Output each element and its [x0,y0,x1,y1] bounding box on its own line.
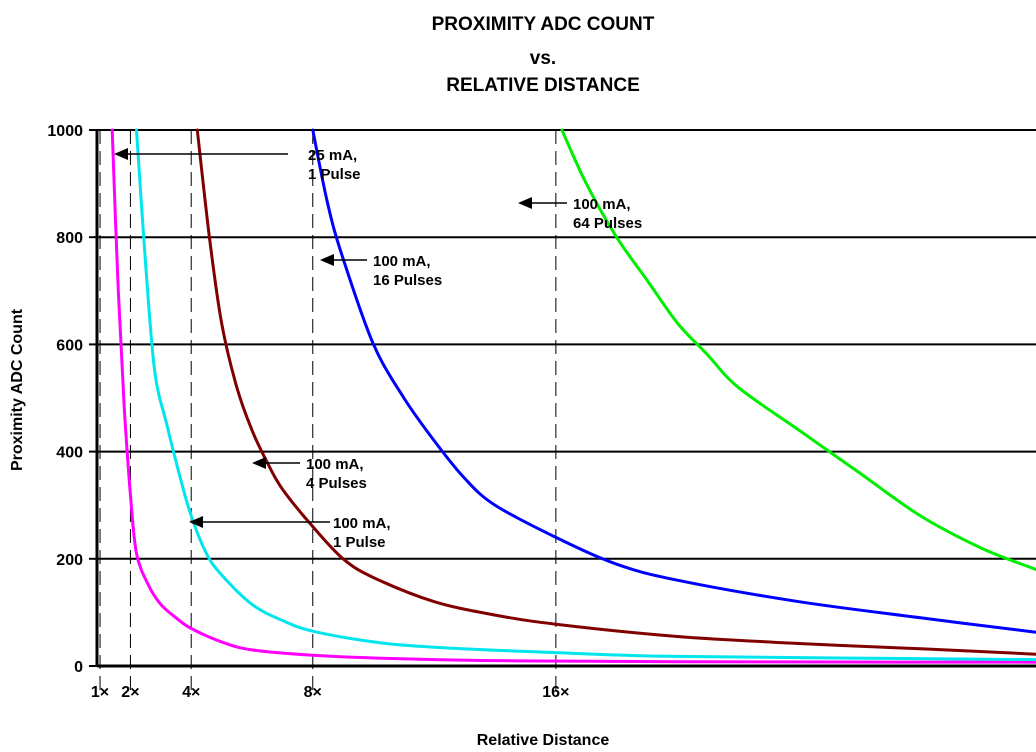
annotation-100-ma-64-pulses: 100 mA, 64 Pulses [518,196,642,232]
y-tick-label-1000: 1000 [47,123,83,140]
annotation-label: 16 Pulses [373,272,442,289]
series-line-25-ma-1-pulse [110,128,1036,664]
annotation-label: 25 mA, [308,147,357,164]
grid [97,129,1036,690]
chart-title-line-3: RELATIVE DISTANCE [446,75,640,96]
series-line-100-ma-16-pulses [311,128,1036,634]
x-tick-label-2: 2× [121,684,139,701]
annotation-label: 100 mA, [306,456,364,473]
y-tick-label-600: 600 [56,337,83,354]
annotation-label: 4 Pulses [306,475,367,492]
series-line-100-ma-1-pulse [135,128,1036,662]
chart-title-line-2: vs. [530,48,556,69]
axes: 0 200 400 600 800 1000 1× 2× 4× 8× 16× [47,123,1036,701]
annotation-label: 100 mA, [333,515,391,532]
annotation-label: 100 mA, [373,253,431,270]
y-tick-label-0: 0 [74,659,83,676]
x-tick-label-16: 16× [542,684,569,701]
x-tick-label-8: 8× [304,684,322,701]
arrow-left-icon [252,457,266,469]
x-axis-title: Relative Distance [477,732,610,749]
series-line-100-ma-64-pulses [560,128,1036,571]
y-tick-label-400: 400 [56,445,83,462]
x-tick-label-1: 1× [91,684,109,701]
annotation-100-ma-16-pulses: 100 mA, 16 Pulses [320,253,442,289]
series-line-100-ma-4-pulses [195,128,1036,656]
x-tick-label-4: 4× [182,684,200,701]
y-tick-label-800: 800 [56,230,83,247]
annotation-25-ma-1-pulse: 25 mA, 1 Pulse [114,147,361,183]
y-axis-title: Proximity ADC Count [9,308,26,471]
arrow-left-icon [189,516,203,528]
annotation-label: 1 Pulse [333,534,386,551]
arrow-left-icon [114,148,128,160]
series-lines [110,128,1036,664]
annotations: 25 mA, 1 Pulse 100 mA, 64 Pulses 100 mA, 16 P… [114,147,642,551]
y-tick-label-200: 200 [56,552,83,569]
arrow-left-icon [320,254,334,266]
annotation-100-ma-1-pulse: 100 mA, 1 Pulse [189,515,391,551]
annotation-label: 1 Pulse [308,166,361,183]
annotation-100-ma-4-pulses: 100 mA, 4 Pulses [252,456,367,492]
annotation-label: 64 Pulses [573,215,642,232]
chart-title-line-1: PROXIMITY ADC COUNT [432,14,655,35]
arrow-left-icon [518,197,532,209]
annotation-label: 100 mA, [573,196,631,213]
